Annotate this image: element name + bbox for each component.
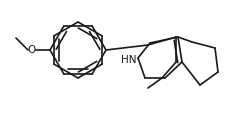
Text: HN: HN [121, 55, 136, 65]
Text: O: O [27, 45, 35, 55]
